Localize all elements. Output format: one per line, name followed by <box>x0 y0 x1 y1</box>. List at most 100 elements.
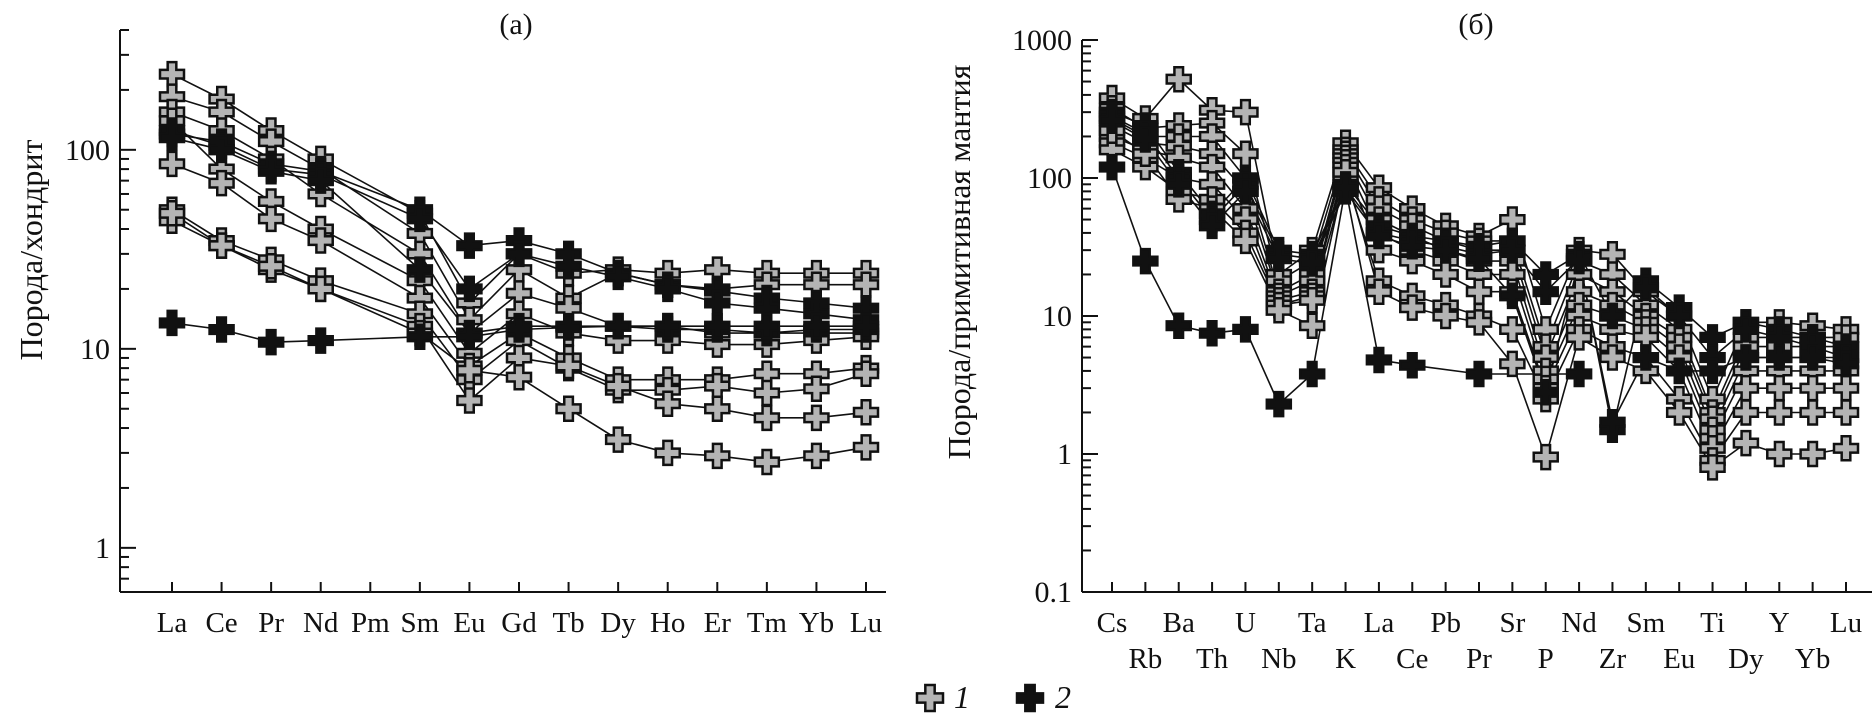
point-series7-8 <box>1365 278 1393 305</box>
point-series10-4 <box>1232 178 1259 205</box>
point-series10-0 <box>1098 107 1126 134</box>
point-series11-9 <box>654 312 681 340</box>
point-series9-17 <box>1665 302 1693 330</box>
point-series11-0 <box>1098 153 1126 181</box>
point-series10-18 <box>1699 357 1726 385</box>
point-series7-4 <box>1232 227 1259 255</box>
x-tick-label-Ce: Ce <box>1396 643 1428 675</box>
point-series8-15 <box>1599 302 1626 330</box>
point-series0-4 <box>1232 98 1259 126</box>
panel-a-ylabel: Порода/хондрит <box>13 140 49 361</box>
point-series4-0 <box>158 150 186 178</box>
point-series6-10 <box>704 395 731 422</box>
point-series7-2 <box>257 252 285 280</box>
point-series7-18 <box>1699 454 1726 481</box>
point-series7-1 <box>208 232 235 259</box>
point-series7-5 <box>1265 297 1293 324</box>
point-series6-19 <box>1732 399 1760 426</box>
x-tick-label-Gd: Gd <box>501 607 537 639</box>
point-series6-7 <box>555 352 582 380</box>
point-series5-22 <box>1832 374 1860 402</box>
point-series11-10 <box>704 312 731 340</box>
panel-b-chart: (б) Порода/примитивная мантия 0.1 1 10 100 1… <box>941 8 1872 675</box>
point-series10-5 <box>1265 245 1293 272</box>
point-series10-2 <box>257 158 285 185</box>
x-tick-label-Eu: Eu <box>1663 643 1695 675</box>
panel-a-chart: (а) Порода/хондрит 1 10 100 La Ce Pr Nd Pm Sm Eu G… <box>13 8 886 639</box>
y-tick-label: 1 <box>1057 438 1072 471</box>
x-tick-label-Yb: Yb <box>1795 643 1830 675</box>
point-series11-9 <box>1399 351 1426 379</box>
point-series11-6 <box>505 316 533 343</box>
panel-b-title: (б) <box>1458 8 1493 41</box>
point-series5-11 <box>753 379 781 407</box>
point-series7-21 <box>1799 440 1826 468</box>
point-series7-9 <box>654 439 681 467</box>
point-series6-21 <box>1799 399 1826 426</box>
point-series10-3 <box>307 167 334 194</box>
x-tick-label-Pr: Pr <box>1466 643 1492 675</box>
point-series5-12 <box>803 375 830 403</box>
point-series9-16 <box>1632 274 1660 302</box>
point-series4-3 <box>307 227 334 254</box>
point-series4-1 <box>208 169 235 197</box>
x-tick-label-Pb: Pb <box>1430 607 1461 639</box>
x-tick-label-Ba: Ba <box>1163 607 1195 639</box>
point-series7-13 <box>852 434 880 461</box>
x-tick-label-Eu: Eu <box>453 607 485 639</box>
point-series9-4 <box>406 205 434 233</box>
x-tick-label-Ce: Ce <box>205 607 237 639</box>
point-series10-19 <box>1732 344 1760 371</box>
x-tick-label-Yb: Yb <box>799 607 834 639</box>
x-tick-label-U: U <box>1235 607 1256 639</box>
point-series10-10 <box>1432 236 1459 264</box>
point-series11-6 <box>1298 360 1326 388</box>
legend-cross-1 <box>915 683 945 713</box>
panel-b-axes <box>1081 39 1872 593</box>
point-series7-19 <box>1732 429 1760 457</box>
point-series11-13 <box>852 312 880 340</box>
legend: 1 2 <box>915 679 1071 715</box>
x-tick-label-Th: Th <box>1196 643 1229 675</box>
x-tick-label-Lu: Lu <box>1830 607 1862 639</box>
point-series10-13 <box>1532 379 1559 406</box>
point-series7-15 <box>1599 344 1626 371</box>
legend-marker-1 <box>915 683 945 713</box>
point-series10-20 <box>1766 344 1793 371</box>
point-series6-22 <box>1832 399 1860 426</box>
point-series9-7 <box>555 252 582 280</box>
point-series11-2 <box>257 328 285 356</box>
x-tick-label-Nb: Nb <box>1261 643 1296 675</box>
y-tick-label: 100 <box>1027 162 1072 195</box>
point-series7-11 <box>1465 309 1493 336</box>
x-tick-label-Ta: Ta <box>1298 607 1327 639</box>
point-series7-10 <box>1432 302 1459 330</box>
point-series11-3 <box>307 327 334 354</box>
point-series11-1 <box>208 316 235 343</box>
point-series6-11 <box>753 404 781 432</box>
point-series10-0 <box>158 124 186 151</box>
point-series10-22 <box>1832 350 1860 378</box>
point-series7-20 <box>1766 440 1793 468</box>
x-tick-label-Pr: Pr <box>258 607 284 639</box>
point-series10-6 <box>1298 250 1326 277</box>
point-series6-20 <box>1766 399 1793 426</box>
point-series11-7 <box>555 314 582 341</box>
point-series6-12 <box>1499 316 1526 343</box>
panel-b-ylabel: Порода/примитивная мантия <box>941 64 977 459</box>
point-series4-2 <box>257 205 285 233</box>
y-tick-label: 10 <box>80 333 110 366</box>
point-series10-8 <box>1365 222 1393 250</box>
x-tick-label-Lu: Lu <box>850 607 882 639</box>
x-tick-label-Sm: Sm <box>401 607 440 639</box>
panel-a-tick-labels: 1 10 100 La Ce Pr Nd Pm Sm Eu Gd Tb Dy Ho Er Tm Yb Lu <box>65 134 882 639</box>
x-tick-label-Zr: Zr <box>1599 643 1627 675</box>
point-series6-5 <box>456 387 483 414</box>
point-series7-12 <box>803 442 830 470</box>
point-series9-5 <box>456 275 483 303</box>
point-series10-1 <box>1132 126 1159 153</box>
point-series7-10 <box>704 442 731 470</box>
point-series0-0 <box>158 60 186 88</box>
point-series11-10 <box>1465 360 1493 388</box>
